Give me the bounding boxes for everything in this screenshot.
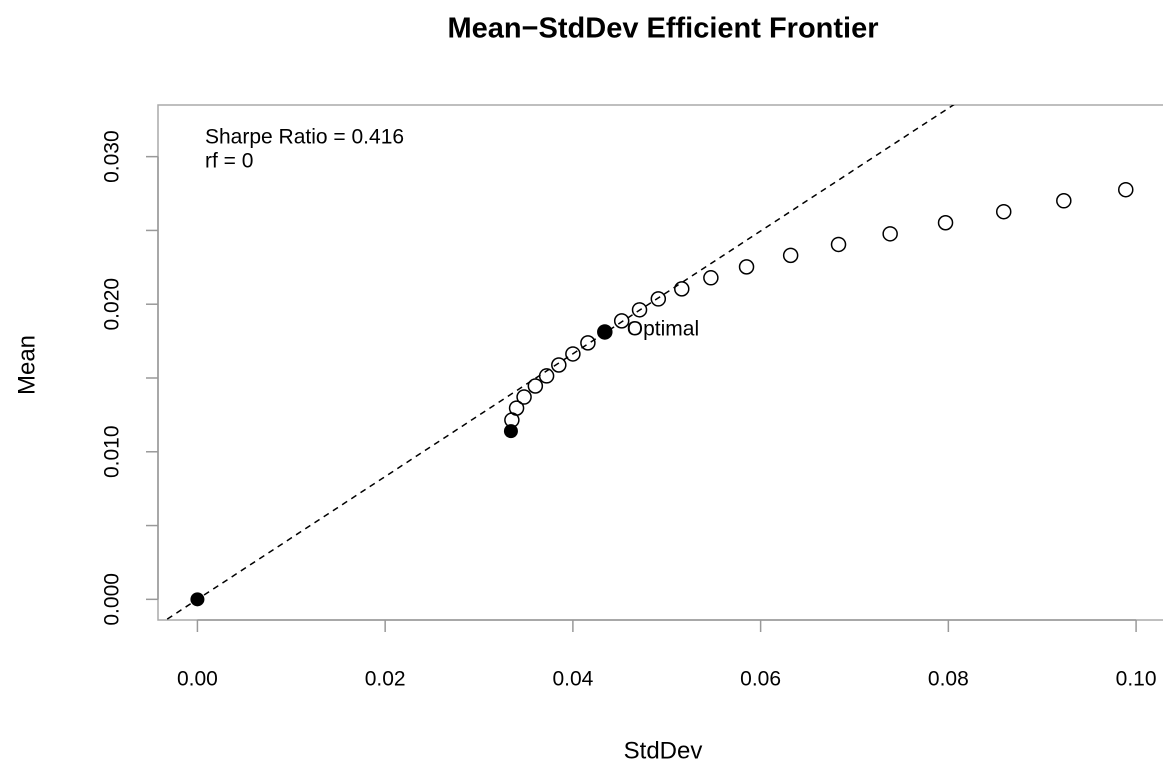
x-tick-label: 0.08 xyxy=(928,668,969,691)
y-tick-label: 0.000 xyxy=(101,573,124,626)
x-tick-label: 0.02 xyxy=(365,668,406,691)
x-tick-label: 0.04 xyxy=(552,668,593,691)
x-tick-label: 0.06 xyxy=(740,668,781,691)
y-tick-label: 0.030 xyxy=(101,130,124,183)
special-point xyxy=(503,424,518,439)
frontier-point xyxy=(538,368,555,384)
annotation: rf = 0 xyxy=(205,150,253,173)
frontier-point xyxy=(551,357,567,373)
frontier-point xyxy=(613,313,630,329)
y-tick-label: 0.010 xyxy=(101,425,124,478)
frontier-point xyxy=(565,346,581,362)
frontier-point xyxy=(631,302,648,318)
special-point xyxy=(190,592,205,607)
plot-box xyxy=(157,104,1163,621)
x-tick-label: 0.00 xyxy=(177,668,218,691)
frontier-point xyxy=(650,291,667,307)
frontier-point xyxy=(937,215,954,231)
frontier-point xyxy=(674,281,690,297)
frontier-point xyxy=(1118,181,1134,198)
x-axis-label: StdDev xyxy=(624,737,703,764)
y-tick-label: 0.020 xyxy=(101,278,124,331)
frontier-point xyxy=(508,400,525,416)
frontier-point xyxy=(516,389,532,405)
optimal-label: Optimal xyxy=(627,318,699,341)
frontier-point xyxy=(703,270,719,286)
frontier-point xyxy=(1056,193,1072,209)
frontier-point xyxy=(782,247,799,264)
x-tick-label: 0.10 xyxy=(1116,668,1157,691)
frontier-point xyxy=(882,226,898,242)
frontier-point xyxy=(527,378,544,394)
frontier-point xyxy=(580,335,596,351)
frontier-point xyxy=(830,236,847,253)
y-axis-label: Mean xyxy=(13,335,40,395)
annotation: Sharpe Ratio = 0.416 xyxy=(205,126,404,149)
frontier-point xyxy=(738,259,755,275)
tangency-line xyxy=(164,105,955,620)
frontier-point xyxy=(995,203,1012,220)
chart-title: Mean−StdDev Efficient Frontier xyxy=(447,13,878,45)
special-point xyxy=(597,324,612,339)
